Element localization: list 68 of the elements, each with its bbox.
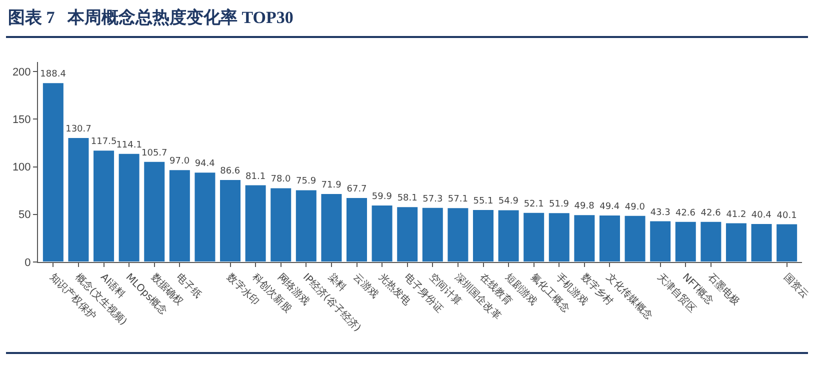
bar [370, 204, 394, 262]
data-label: 86.6 [220, 166, 240, 177]
bar [700, 220, 722, 262]
bar [219, 179, 242, 262]
bar [724, 222, 748, 262]
bar [776, 223, 798, 262]
data-label: 49.4 [600, 202, 620, 212]
data-label: 71.9 [321, 180, 342, 191]
data-label: 94.4 [194, 159, 216, 170]
y-tick-label: 150 [12, 114, 31, 126]
bar [42, 82, 64, 262]
x-tick-label: 国资云 [781, 271, 811, 301]
bar [346, 197, 368, 262]
bar [598, 214, 621, 262]
bar [244, 184, 267, 262]
data-label: 40.4 [751, 210, 772, 221]
data-label: 75.9 [296, 176, 316, 187]
data-label: 105.7 [141, 148, 168, 158]
data-label: 42.6 [675, 208, 696, 218]
bar [118, 152, 140, 262]
data-label: 49.0 [624, 202, 646, 212]
bar [649, 220, 672, 262]
data-label: 81.1 [246, 172, 266, 182]
bar [143, 160, 166, 262]
chart-title: 图表 7 本周概念总热度变化率 TOP30 [8, 7, 294, 29]
y-tick-label: 100 [12, 162, 31, 174]
data-label: 42.6 [700, 208, 722, 218]
data-label: 52.1 [524, 199, 544, 210]
bar [92, 150, 116, 262]
data-label: 57.1 [448, 194, 468, 205]
bar [194, 172, 216, 262]
data-label: 41.2 [726, 210, 746, 220]
data-label: 51.9 [548, 200, 570, 210]
bar [497, 209, 520, 262]
data-label: 59.9 [372, 192, 392, 202]
bar [396, 206, 419, 262]
data-label: 67.7 [346, 184, 367, 195]
bar [67, 137, 90, 262]
data-label: 57.3 [422, 194, 443, 204]
x-tick-label: 云游戏 [351, 271, 381, 301]
data-label: 130.7 [66, 124, 92, 135]
data-label: 40.1 [776, 210, 797, 221]
bar [446, 207, 470, 262]
data-label: 188.4 [40, 70, 66, 80]
bar [320, 193, 343, 262]
bar [168, 169, 191, 262]
bar [674, 220, 697, 262]
bar [624, 214, 646, 262]
data-label: 54.9 [498, 196, 519, 207]
data-label: 49.8 [574, 202, 595, 212]
data-label: 114.1 [116, 140, 142, 150]
data-label: 43.3 [650, 208, 670, 218]
bar [421, 206, 444, 262]
bar [750, 223, 773, 262]
bar [270, 187, 292, 262]
y-tick-label: 200 [12, 66, 31, 78]
data-label: 55.1 [473, 196, 494, 207]
data-label: 117.5 [90, 137, 117, 148]
data-label: 97.0 [170, 156, 190, 167]
y-tick-label: 50 [18, 209, 31, 222]
data-label: 78.0 [270, 174, 292, 185]
y-tick-label: 0 [24, 256, 31, 269]
bar [548, 212, 570, 262]
bar [573, 214, 596, 262]
bar [472, 209, 494, 262]
bar [522, 212, 546, 262]
data-label: 58.1 [397, 194, 418, 204]
bar [294, 189, 318, 262]
